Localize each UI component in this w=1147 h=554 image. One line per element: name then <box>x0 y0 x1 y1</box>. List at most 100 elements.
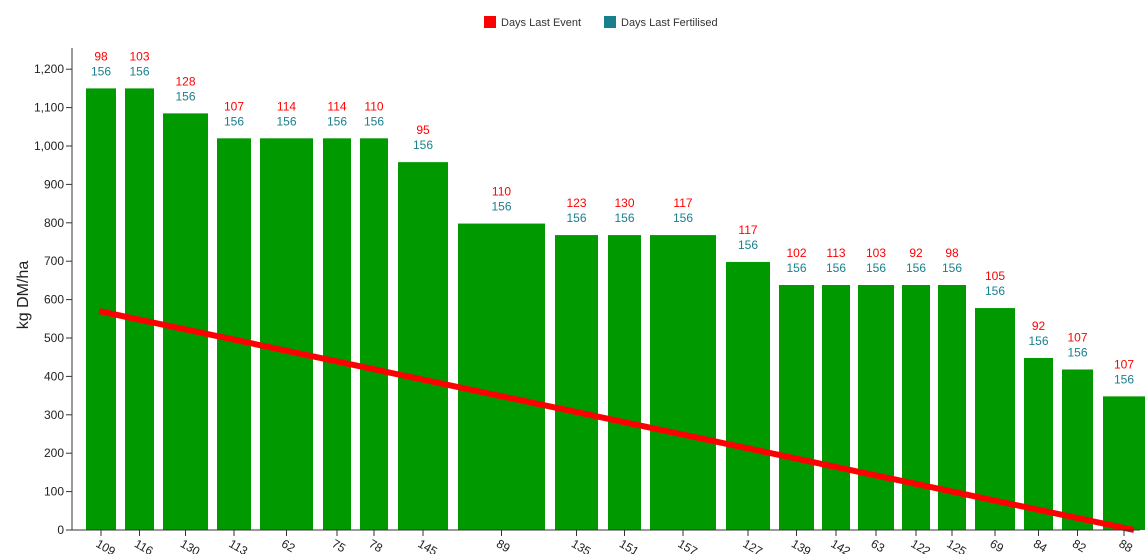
x-tick-label: 63 <box>869 536 888 554</box>
x-tick-label: 75 <box>330 536 349 554</box>
x-tick-label: 62 <box>279 536 298 554</box>
data-label-days-last-fertilised: 156 <box>129 64 149 78</box>
data-label-days-last-event: 113 <box>826 246 845 260</box>
y-tick-label: 0 <box>57 523 64 537</box>
data-label-days-last-fertilised: 156 <box>673 211 693 225</box>
data-label-days-last-event: 114 <box>327 99 346 113</box>
bar <box>1103 396 1145 530</box>
x-tick-label: 116 <box>132 536 156 554</box>
y-tick-label: 900 <box>44 177 64 191</box>
data-label-days-last-fertilised: 156 <box>826 261 846 275</box>
data-label-days-last-event: 95 <box>416 123 430 137</box>
bar <box>398 162 448 531</box>
data-label-days-last-fertilised: 156 <box>614 211 634 225</box>
data-label-days-last-event: 105 <box>985 269 1005 283</box>
data-label-days-last-fertilised: 156 <box>491 200 511 214</box>
data-label-days-last-event: 98 <box>94 49 108 63</box>
data-label-days-last-fertilised: 156 <box>1067 345 1087 359</box>
data-label-days-last-fertilised: 156 <box>1028 334 1048 348</box>
data-label-days-last-fertilised: 156 <box>566 211 586 225</box>
data-label-days-last-event: 103 <box>866 246 886 260</box>
y-tick-label: 800 <box>44 216 64 230</box>
x-tick-label: 139 <box>789 536 814 554</box>
x-tick-label: 157 <box>676 536 701 554</box>
bar <box>163 113 208 531</box>
bar <box>858 285 894 530</box>
bar <box>125 88 154 531</box>
bar <box>1062 369 1093 530</box>
bar <box>779 285 814 530</box>
x-tick-label: 78 <box>367 536 386 554</box>
bar <box>458 223 545 530</box>
data-label-days-last-event: 92 <box>909 246 923 260</box>
data-label-days-last-event: 123 <box>566 196 586 210</box>
bar <box>217 138 251 530</box>
x-axis: 109 116 130 113 62 75 78 145 89 135 151 157 127 139 14… <box>72 529 1140 554</box>
data-label-days-last-event: 128 <box>175 74 195 88</box>
legend-swatch-days-last-event <box>484 16 496 28</box>
x-tick-label: 82 <box>1070 536 1089 554</box>
data-label-days-last-fertilised: 156 <box>91 64 111 78</box>
data-label-days-last-fertilised: 156 <box>327 114 347 128</box>
x-tick-label: 135 <box>569 536 594 554</box>
x-tick-label: 151 <box>617 536 642 554</box>
y-tick-label: 600 <box>44 293 64 307</box>
data-label-days-last-fertilised: 156 <box>1114 372 1134 386</box>
y-tick-label: 300 <box>44 408 64 422</box>
y-tick-label: 1,100 <box>34 101 64 115</box>
value-labels-group: 9815610315612815610715611415611415611015… <box>91 49 1134 386</box>
x-tick-label: 127 <box>741 536 766 554</box>
data-label-days-last-event: 117 <box>673 196 692 210</box>
data-label-days-last-fertilised: 156 <box>413 138 433 152</box>
bar <box>260 138 313 530</box>
data-label-days-last-event: 103 <box>129 49 149 63</box>
data-label-days-last-fertilised: 156 <box>786 261 806 275</box>
bar <box>360 138 388 530</box>
x-tick-label: 130 <box>178 536 203 554</box>
y-axis-title: kg DM/ha <box>15 261 32 330</box>
trend-line <box>98 308 1135 533</box>
x-tick-label: 88 <box>1117 536 1136 554</box>
x-tick-label: 69 <box>988 536 1007 554</box>
bar <box>1024 357 1053 530</box>
data-label-days-last-event: 110 <box>492 185 511 199</box>
legend: Days Last Event Days Last Fertilised <box>484 16 718 29</box>
y-tick-label: 200 <box>44 446 64 460</box>
bars-group <box>86 88 1145 531</box>
y-tick-label: 100 <box>44 485 64 499</box>
data-label-days-last-fertilised: 156 <box>738 238 758 252</box>
x-tick-label: 122 <box>909 536 934 554</box>
data-label-days-last-event: 92 <box>1032 319 1046 333</box>
legend-swatch-days-last-fertilised <box>604 16 616 28</box>
legend-label-days-last-event: Days Last Event <box>501 17 581 29</box>
y-tick-label: 1,000 <box>34 139 64 153</box>
legend-label-days-last-fertilised: Days Last Fertilised <box>621 17 718 29</box>
data-label-days-last-fertilised: 156 <box>985 284 1005 298</box>
data-label-days-last-fertilised: 156 <box>866 261 886 275</box>
data-label-days-last-fertilised: 156 <box>906 261 926 275</box>
y-axis: 0 100 200 300 400 500 600 700 800 900 1,000 1,100 1,… <box>34 48 73 537</box>
y-tick-label: 700 <box>44 254 64 268</box>
data-label-days-last-fertilised: 156 <box>942 261 962 275</box>
bar <box>650 235 716 530</box>
data-label-days-last-fertilised: 156 <box>364 114 384 128</box>
y-tick-label: 1,200 <box>34 62 64 76</box>
x-tick-label: 89 <box>494 536 513 554</box>
y-tick-label: 400 <box>44 369 64 383</box>
data-label-days-last-fertilised: 156 <box>175 89 195 103</box>
x-tick-label: 142 <box>829 536 854 554</box>
bar <box>726 261 770 530</box>
x-tick-label: 84 <box>1031 536 1050 554</box>
bar <box>975 308 1015 530</box>
bar <box>555 235 598 530</box>
bar <box>608 235 641 530</box>
trend-line-group <box>98 308 1135 533</box>
data-label-days-last-event: 98 <box>945 246 959 260</box>
data-label-days-last-event: 107 <box>224 99 244 113</box>
bar <box>822 285 850 530</box>
bar <box>902 285 930 530</box>
data-label-days-last-event: 107 <box>1114 357 1134 371</box>
x-tick-label: 109 <box>94 536 119 554</box>
